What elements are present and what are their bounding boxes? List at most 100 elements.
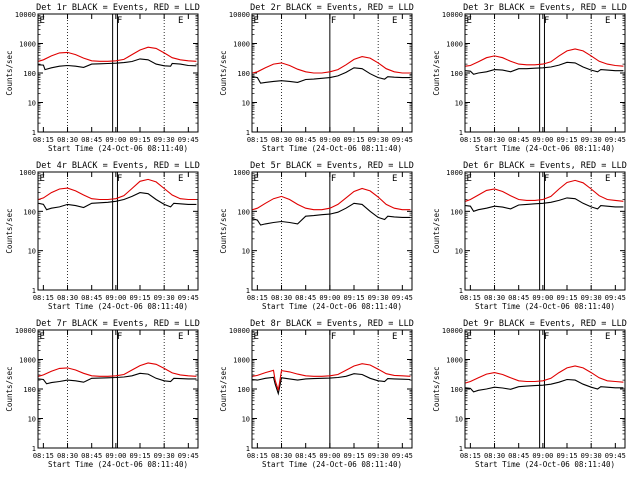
y-tick-label: 1 — [459, 445, 463, 453]
y-tick-label: 1 — [32, 287, 36, 295]
x-tick-label: 09:15 — [343, 136, 364, 144]
y-tick-label: 1000 — [233, 357, 250, 365]
x-tick-label: 08:30 — [271, 294, 292, 302]
series-line-lld — [38, 362, 197, 377]
chart-title: Det 7r BLACK = Events, RED = LLD — [36, 319, 200, 329]
y-tick-label: 1 — [246, 129, 250, 137]
marker-label: E — [40, 332, 45, 342]
y-tick-label: 10 — [28, 100, 36, 108]
y-tick-label: 100 — [450, 70, 463, 78]
marker-label: E — [467, 16, 472, 26]
x-axis: 08:15 08:30 08:45 09:00 09:15 09:30 09:45 — [460, 172, 626, 302]
series-line-lld — [465, 179, 624, 202]
marker-label: E — [178, 332, 183, 342]
chart-title: Det 1r BLACK = Events, RED = LLD — [36, 3, 200, 13]
x-tick-label: 08:30 — [271, 136, 292, 144]
y-tick-label: 10000 — [15, 327, 36, 335]
y-tick-label: 1 — [246, 287, 250, 295]
series-line-lld — [252, 56, 411, 74]
x-tick-label: 09:30 — [368, 294, 389, 302]
x-tick-label: 09:45 — [178, 136, 199, 144]
y-tick-label: 1000 — [233, 41, 250, 49]
y-tick-label: 10000 — [15, 11, 36, 19]
marker-label: E — [392, 174, 397, 184]
chart-title: Det 6r BLACK = Events, RED = LLD — [463, 161, 627, 171]
chart-title: Det 8r BLACK = Events, RED = LLD — [250, 319, 414, 329]
y-tick-label: 1 — [32, 445, 36, 453]
plot-frame — [37, 171, 199, 291]
y-axis: 1 10 100 1000 — [446, 169, 625, 295]
x-tick-label: 08:30 — [271, 452, 292, 460]
marker-label: F — [331, 332, 336, 342]
x-tick-label: 08:15 — [33, 452, 54, 460]
x-tick-label: 09:15 — [129, 294, 150, 302]
marker-label: E — [605, 16, 610, 26]
y-tick-label: 100 — [23, 386, 36, 394]
y-tick-label: 10 — [455, 248, 463, 256]
series-line-lld — [38, 46, 197, 62]
y-tick-label: 1 — [32, 129, 36, 137]
series-line-events — [38, 192, 197, 211]
x-tick-label: 09:00 — [105, 136, 126, 144]
y-tick-label: 10000 — [442, 11, 463, 19]
x-tick-label: 09:30 — [368, 136, 389, 144]
y-axis: 1 10 100 1000 10000 — [15, 11, 198, 137]
x-tick-label: 08:45 — [295, 136, 316, 144]
y-tick-label: 10 — [242, 416, 250, 424]
x-tick-label: 09:00 — [532, 136, 553, 144]
x-tick-label: 09:15 — [129, 136, 150, 144]
chart-panel-5: Det 5r BLACK = Events, RED = LLD 1 10 100 10… — [219, 161, 414, 311]
x-tick-label: 08:15 — [33, 136, 54, 144]
x-tick-label: 09:30 — [581, 294, 602, 302]
x-axis-label: Start Time (24-Oct-06 08:11:40) — [48, 302, 188, 311]
x-axis-label: Start Time (24-Oct-06 08:11:40) — [475, 302, 615, 311]
x-tick-label: 09:15 — [129, 452, 150, 460]
x-tick-label: 09:15 — [556, 136, 577, 144]
x-tick-label: 08:15 — [247, 136, 268, 144]
marker-label: E — [467, 332, 472, 342]
y-tick-label: 100 — [450, 386, 463, 394]
plot-frame — [464, 171, 626, 291]
marker-label: F — [544, 174, 549, 184]
x-tick-label: 08:45 — [81, 136, 102, 144]
marker-label: E — [178, 16, 183, 26]
x-axis: 08:15 08:30 08:45 09:00 09:15 09:30 09:45 — [460, 14, 626, 144]
marker-label: F — [544, 332, 549, 342]
y-axis-label: Counts/sec — [432, 366, 441, 411]
marker-label: F — [544, 16, 549, 26]
y-axis-label: Counts/sec — [219, 208, 228, 253]
marker-label: E — [392, 332, 397, 342]
y-axis: 1 10 100 1000 — [233, 169, 412, 295]
chart-panel-3: Det 3r BLACK = Events, RED = LLD 1 10 100 10… — [432, 3, 627, 153]
y-axis-label: Counts/sec — [432, 50, 441, 95]
x-tick-label: 08:15 — [460, 294, 481, 302]
x-tick-label: 09:15 — [343, 452, 364, 460]
series-line-events — [465, 197, 624, 212]
y-tick-label: 10000 — [442, 327, 463, 335]
x-tick-label: 08:30 — [484, 136, 505, 144]
x-axis-label: Start Time (24-Oct-06 08:11:40) — [475, 144, 615, 153]
y-tick-label: 1000 — [446, 169, 463, 177]
x-tick-label: 09:45 — [178, 452, 199, 460]
y-tick-label: 10 — [28, 248, 36, 256]
plot-frame — [37, 329, 199, 449]
x-tick-label: 09:30 — [581, 136, 602, 144]
series-line-lld — [252, 363, 411, 391]
x-tick-label: 08:30 — [484, 294, 505, 302]
x-tick-label: 08:45 — [81, 452, 102, 460]
x-axis-label: Start Time (24-Oct-06 08:11:40) — [262, 144, 402, 153]
y-tick-label: 1000 — [19, 169, 36, 177]
series-line-events — [252, 67, 411, 84]
x-tick-label: 09:45 — [178, 294, 199, 302]
series-line-events — [38, 58, 197, 71]
plot-frame — [251, 329, 413, 449]
y-axis-label: Counts/sec — [5, 50, 14, 95]
series-line-lld — [465, 365, 624, 384]
y-axis-label: Counts/sec — [219, 366, 228, 411]
y-axis: 1 10 100 1000 — [19, 169, 198, 295]
x-tick-label: 09:45 — [605, 136, 626, 144]
y-tick-label: 100 — [23, 208, 36, 216]
x-tick-label: 08:45 — [295, 294, 316, 302]
x-tick-label: 09:45 — [392, 452, 413, 460]
